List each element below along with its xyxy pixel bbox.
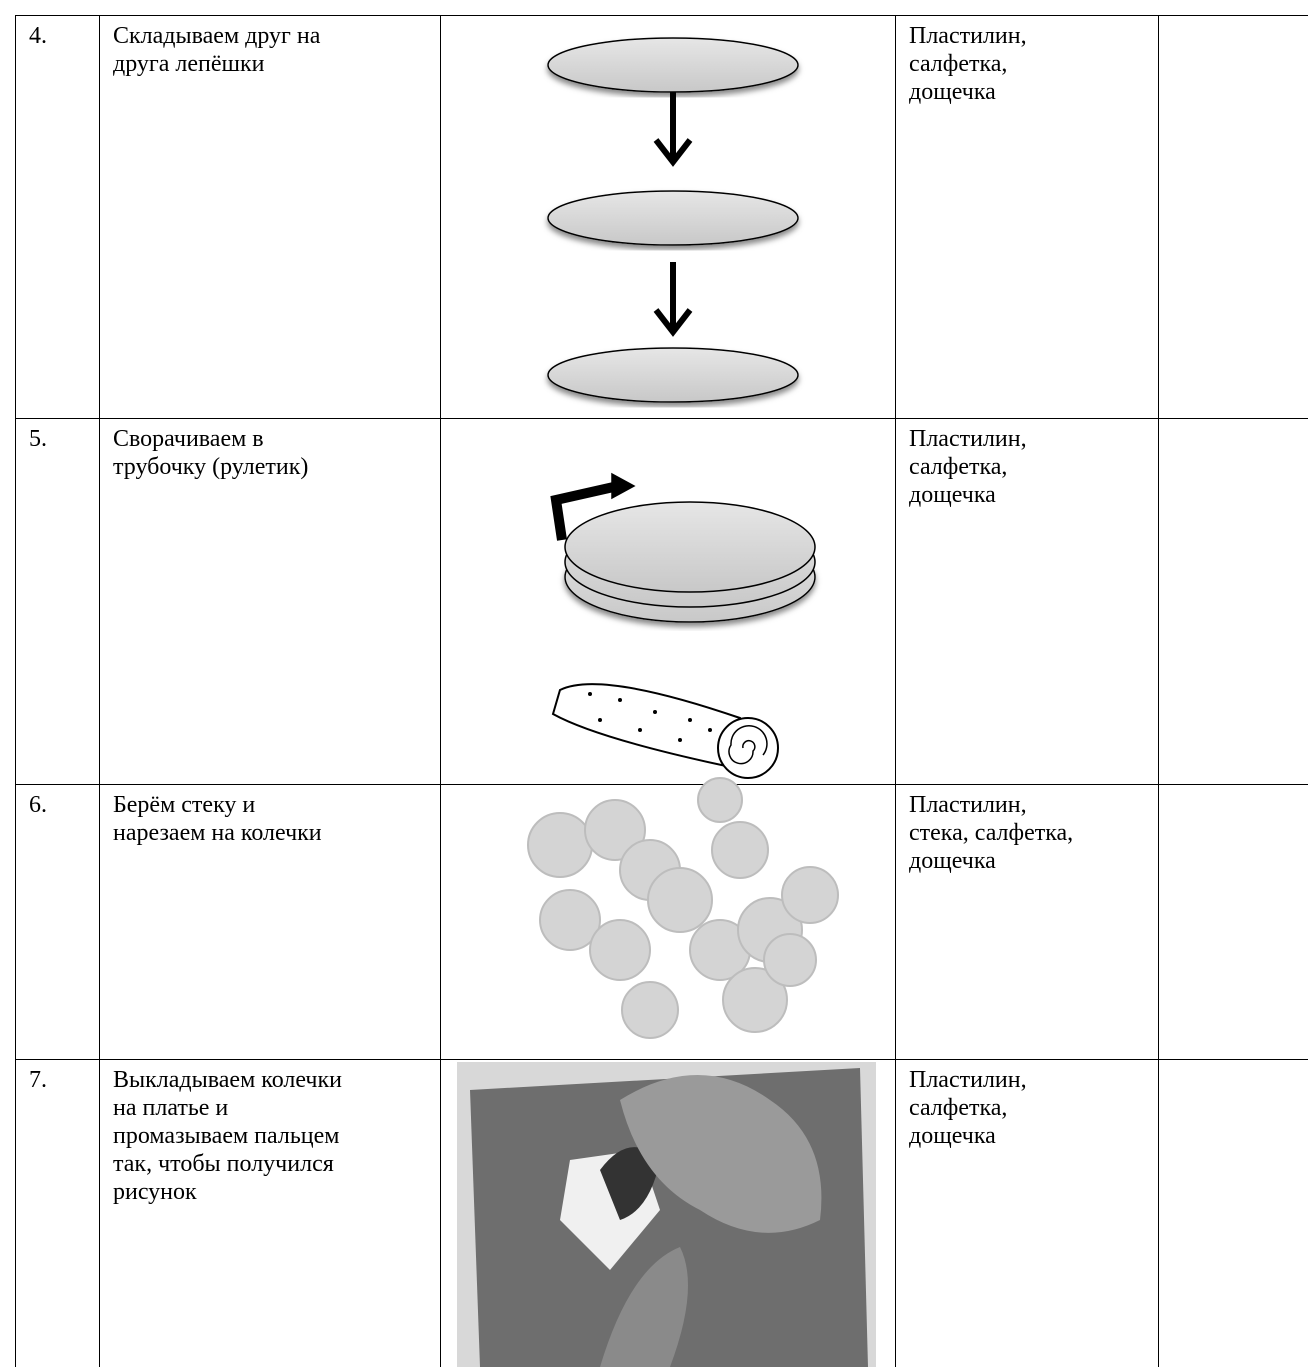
materials-line: салфетка, bbox=[909, 1095, 1008, 1121]
description-line: Складываем друг на bbox=[113, 23, 321, 49]
description-line: Берём стеку и bbox=[113, 792, 256, 818]
flatbread-diagram bbox=[547, 37, 799, 403]
materials-line: стека, салфетка, bbox=[909, 820, 1074, 846]
materials-line: дощечка bbox=[909, 848, 996, 874]
stack-diagram bbox=[550, 472, 816, 779]
description-cell: Берём стеку и нарезаем на колечки bbox=[99, 784, 441, 1060]
description-line: нарезаем на колечки bbox=[113, 820, 322, 846]
materials-line: Пластилин, bbox=[909, 426, 1027, 452]
step-number: 5. bbox=[29, 426, 47, 452]
materials-line: дощечка bbox=[909, 79, 996, 105]
description-cell: Складываем друг на друга лепёшки bbox=[99, 15, 441, 419]
materials-line: Пластилин, bbox=[909, 23, 1027, 49]
step-number: 6. bbox=[29, 792, 47, 818]
materials-cell: Пластилин, салфетка, дощечка bbox=[895, 1059, 1159, 1367]
materials-line: салфетка, bbox=[909, 454, 1008, 480]
step-cell: 4. bbox=[15, 15, 100, 419]
description-line: так, чтобы получился bbox=[113, 1151, 334, 1177]
description-line: друга лепёшки bbox=[113, 51, 265, 77]
materials-line: дощечка bbox=[909, 1123, 996, 1149]
description-line: промазываем пальцем bbox=[113, 1123, 340, 1149]
slices-photo bbox=[497, 777, 840, 1057]
step-number: 7. bbox=[29, 1067, 47, 1093]
description-line: рисунок bbox=[113, 1179, 197, 1205]
materials-line: салфетка, bbox=[909, 51, 1008, 77]
step-number: 4. bbox=[29, 23, 47, 49]
description-cell: Сворачиваем в трубочку (рулетик) bbox=[99, 418, 441, 785]
description-line: Сворачиваем в bbox=[113, 426, 264, 452]
description-line: трубочку (рулетик) bbox=[113, 454, 309, 480]
hands-photo bbox=[457, 1062, 876, 1367]
description-line: на платье и bbox=[113, 1095, 229, 1121]
materials-cell: Пластилин, салфетка, дощечка bbox=[895, 15, 1159, 419]
materials-line: дощечка bbox=[909, 482, 996, 508]
materials-line: Пластилин, bbox=[909, 1067, 1027, 1093]
materials-line: Пластилин, bbox=[909, 792, 1027, 818]
description-line: Выкладываем колечки bbox=[113, 1067, 342, 1093]
